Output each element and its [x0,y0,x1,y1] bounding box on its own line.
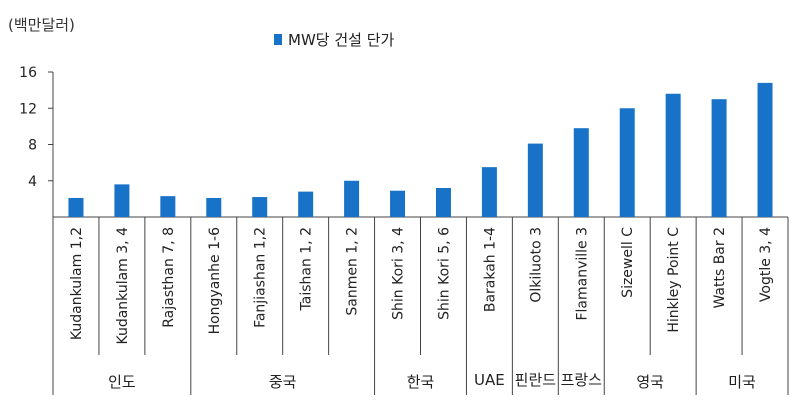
group-label: 인도 [108,373,136,391]
group-label: 중국 [269,373,297,391]
bar [481,167,497,217]
category-label: Shin Kori 3, 4 [391,227,407,320]
y-tick-label: 16 [19,65,37,81]
category-label: Shin Kori 5, 6 [436,227,452,320]
category-label: Kudankulam 3, 4 [115,227,131,345]
bar [160,196,176,217]
group-label: 미국 [728,373,756,391]
legend-label: MW당 건설 단가 [288,31,395,49]
y-tick-label: 8 [28,138,37,154]
category-label: Barakah 1-4 [482,227,498,312]
y-axis-unit-label: (백만달러) [8,16,75,34]
category-label: Vogtle 3, 4 [758,227,774,302]
bar [665,93,681,217]
category-label: Fanjiashan 1,2 [253,227,269,328]
bar [757,82,773,217]
category-label: Watts Bar 2 [712,227,728,309]
category-label: Kudankulam 1,2 [69,227,85,340]
category-label: Olkiluoto 3 [528,227,544,303]
bar [252,197,268,217]
category-label: Hinkley Point C [666,227,682,333]
bar [435,188,451,217]
category-label: Rajasthan 7, 8 [161,227,177,328]
bar [527,143,543,217]
bar [344,180,360,217]
category-label: Taishan 1, 2 [299,227,315,312]
bar [711,99,727,217]
y-tick-label: 12 [19,101,37,117]
bar [390,190,406,217]
y-tick-label: 4 [28,174,37,190]
bar [573,128,589,217]
bar [68,197,84,217]
bar [206,197,222,217]
group-label: 핀란드 [515,371,557,389]
group-label: 프랑스 [561,371,603,389]
category-label: Sizewell C [620,227,636,298]
category-label: Hongyanhe 1-6 [207,227,223,334]
group-label: 영국 [636,373,664,391]
group-label: UAE [474,371,505,389]
legend-swatch [274,34,282,45]
bar [619,108,635,217]
bar [114,184,130,217]
category-label: Sanmen 1, 2 [345,227,361,316]
legend: MW당 건설 단가 [274,29,394,50]
category-label: Flamanville 3 [574,227,590,321]
bar [298,191,314,217]
group-label: 한국 [407,373,435,391]
